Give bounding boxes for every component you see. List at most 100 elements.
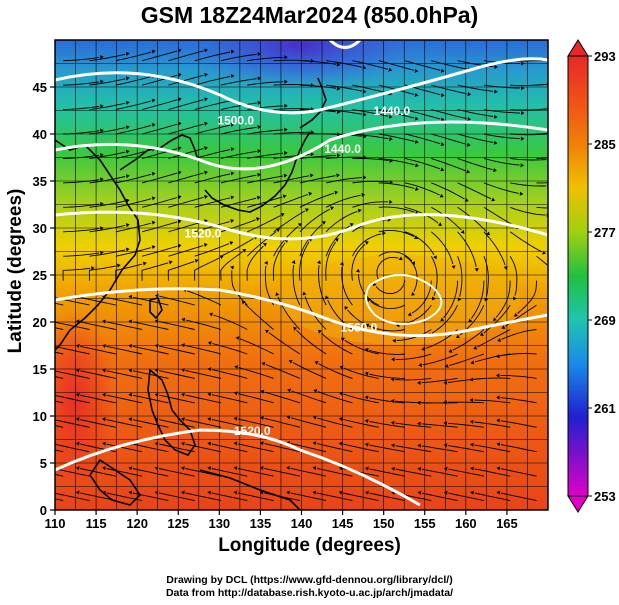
streamline-arrow (466, 169, 471, 174)
streamline (290, 442, 327, 453)
streamline-arrow (242, 249, 247, 253)
streamline (369, 349, 406, 355)
streamline-arrow (282, 194, 287, 199)
streamline (264, 467, 300, 477)
streamline-arrow (389, 180, 394, 185)
streamline (194, 243, 230, 257)
streamline (369, 444, 406, 453)
streamline-arrow (257, 100, 262, 105)
streamline-arrow (494, 64, 498, 69)
streamline (351, 244, 366, 281)
y-axis-title: Latitude (degrees) (5, 188, 26, 354)
streamline (378, 182, 415, 189)
streamline (239, 338, 274, 355)
streamline (211, 492, 248, 502)
streamline-arrow (324, 295, 329, 300)
y-tick-label: 45 (33, 80, 47, 95)
streamline (265, 364, 301, 379)
streamline-arrow (128, 466, 133, 471)
streamline (132, 345, 169, 355)
streamline-arrow (219, 255, 224, 260)
streamline-arrow (496, 395, 500, 400)
streamline (247, 81, 284, 86)
streamline (273, 175, 310, 184)
streamline (88, 265, 117, 281)
streamline-arrow (233, 391, 238, 396)
streamline (89, 249, 126, 257)
streamline (290, 492, 327, 502)
streamline (411, 280, 432, 314)
streamline-arrow (260, 415, 264, 421)
streamline-arrow (344, 305, 349, 310)
credits: Drawing by DCL (https://www.gfd-dennou.o… (0, 574, 619, 600)
streamline (238, 443, 274, 453)
streamline-arrow (181, 343, 185, 348)
streamline-arrow (313, 389, 318, 393)
streamline-arrow (50, 393, 54, 397)
streamline-arrow (321, 221, 326, 225)
streamline (168, 123, 204, 135)
streamline (141, 197, 178, 208)
x-axis-ticks: 110 115 120 125 130 135 140 145 150 155 160 165 (45, 510, 518, 531)
streamline-arrow (151, 123, 156, 128)
streamline-arrow (414, 68, 419, 73)
streamline-arrow (102, 417, 106, 422)
streamline-arrow (312, 490, 317, 495)
streamline (495, 280, 511, 318)
streamline (80, 394, 116, 404)
streamline (299, 84, 336, 89)
streamline (247, 175, 283, 184)
streamline (483, 182, 519, 194)
streamline-arrow (177, 170, 182, 175)
streamline (404, 60, 441, 71)
streamline-arrow (433, 255, 437, 260)
streamline (352, 60, 388, 70)
contour-label: 1560.0 (341, 320, 378, 334)
streamline-arrow (496, 354, 500, 359)
streamline (536, 108, 548, 111)
streamline-arrow (154, 466, 159, 471)
streamline-arrow (417, 490, 422, 495)
streamline-arrow (194, 258, 199, 263)
streamline-arrow (491, 197, 496, 202)
streamline (421, 423, 458, 428)
streamline (421, 468, 458, 477)
streamline-arrow (102, 466, 106, 471)
streamline (316, 467, 353, 477)
streamline (141, 245, 178, 257)
streamline-arrow (177, 72, 182, 77)
streamline-arrow (230, 147, 235, 152)
streamline-arrow (125, 247, 130, 252)
streamline (80, 492, 116, 502)
streamline (326, 60, 362, 68)
streamline (343, 492, 379, 502)
x-tick-label: 120 (126, 516, 148, 531)
streamline (299, 192, 334, 208)
chart-title: GSM 18Z24Mar2024 (850.0hPa) (140, 2, 479, 28)
streamline-arrow (177, 195, 182, 200)
streamline (185, 468, 222, 477)
streamline-arrow (291, 260, 296, 264)
streamline-arrow (102, 490, 106, 495)
streamline (443, 280, 459, 318)
streamline-arrow (50, 295, 54, 299)
streamline-arrow (286, 465, 290, 471)
streamline-arrow (128, 490, 133, 495)
streamline-arrow (204, 194, 208, 199)
streamline-arrow (304, 208, 309, 213)
y-tick-label: 30 (33, 221, 47, 236)
credit-drawing: Drawing by DCL (https://www.gfd-dennou.o… (166, 574, 453, 586)
streamline-arrow (391, 443, 395, 448)
streamline (168, 50, 204, 62)
streamline-arrow (204, 170, 208, 175)
streamline (352, 233, 382, 257)
streamline (194, 221, 230, 233)
x-tick-label: 135 (250, 516, 272, 531)
streamline-arrow (469, 397, 474, 403)
streamline (500, 420, 537, 428)
streamline-arrow (513, 312, 518, 317)
streamline-arrow (125, 100, 130, 105)
streamline (273, 210, 306, 233)
streamline (396, 329, 432, 341)
streamline (290, 467, 327, 477)
